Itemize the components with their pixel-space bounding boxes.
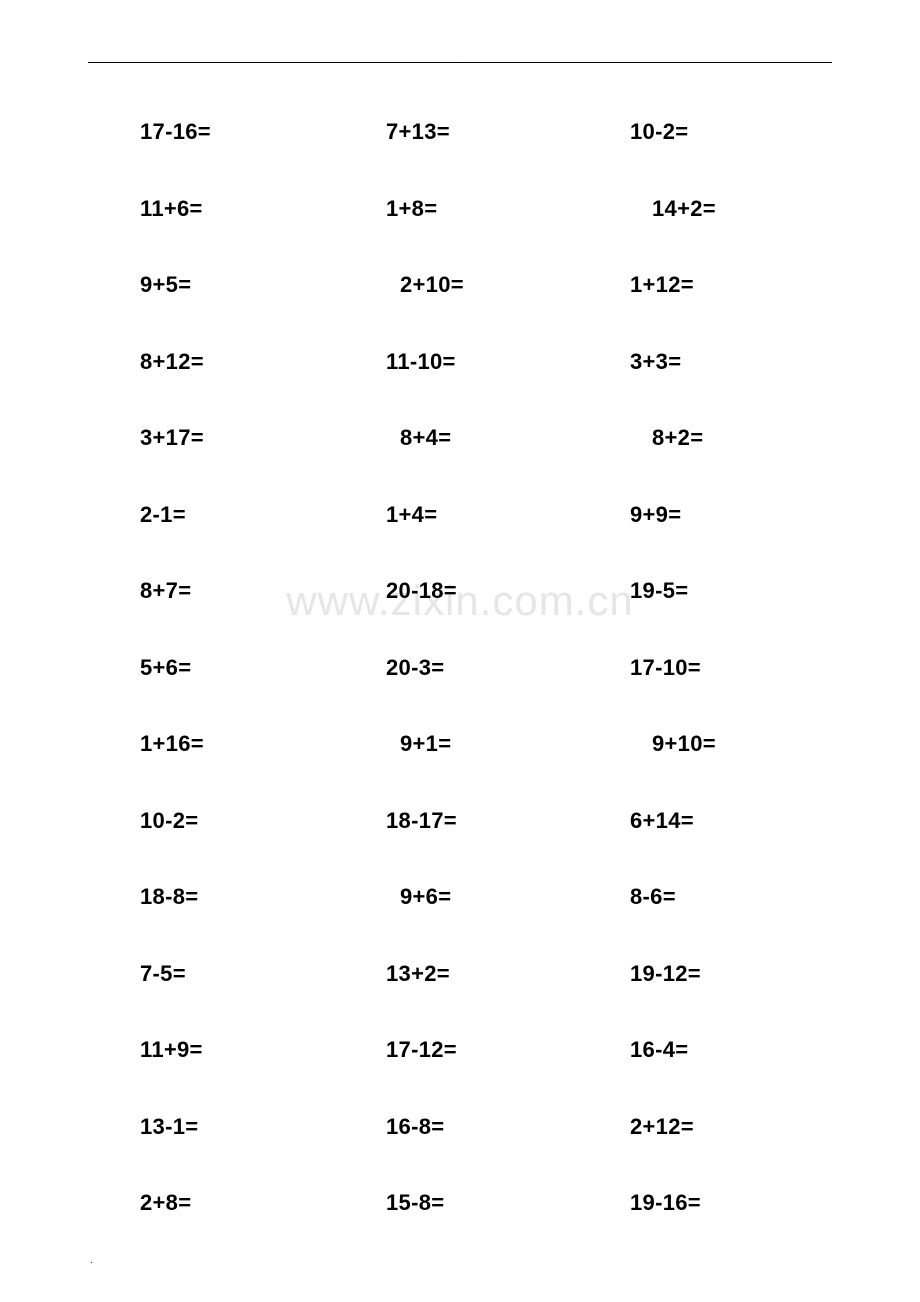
problem-row: 18-8=9+6=8-6= [140,859,805,936]
problem-cell: 9+5= [140,272,386,298]
problem-row: 8+7=20-18=19-5= [140,553,805,630]
problem-cell: 13-1= [140,1114,386,1140]
problem-cell: 8-6= [630,884,805,910]
problem-cell: 15-8= [386,1190,630,1216]
problem-cell: 11+9= [140,1037,386,1063]
problem-cell: 9+1= [386,731,630,757]
problem-cell: 3+3= [630,349,805,375]
problem-row: 17-16=7+13=10-2= [140,94,805,171]
problem-cell: 7-5= [140,961,386,987]
problem-cell: 1+8= [386,196,630,222]
problem-cell: 20-18= [386,578,630,604]
problem-cell: 16-4= [630,1037,805,1063]
problem-cell: 16-8= [386,1114,630,1140]
problem-row: 8+12=11-10=3+3= [140,324,805,401]
problem-cell: 5+6= [140,655,386,681]
problem-cell: 3+17= [140,425,386,451]
problem-cell: 2+12= [630,1114,805,1140]
problem-cell: 2+8= [140,1190,386,1216]
problem-cell: 1+4= [386,502,630,528]
problem-row: 11+6=1+8=14+2= [140,171,805,248]
problem-cell: 18-8= [140,884,386,910]
problem-row: 7-5=13+2=19-12= [140,936,805,1013]
problem-cell: 9+10= [630,731,805,757]
problem-cell: 1+16= [140,731,386,757]
header-marker: . [459,55,462,66]
problem-cell: 10-2= [140,808,386,834]
footer-marker: . [90,1255,93,1266]
problem-cell: 8+12= [140,349,386,375]
problem-row: 10-2=18-17=6+14= [140,783,805,860]
problem-cell: 19-5= [630,578,805,604]
problem-cell: 9+6= [386,884,630,910]
problem-cell: 7+13= [386,119,630,145]
problem-cell: 17-16= [140,119,386,145]
problem-cell: 8+4= [386,425,630,451]
problem-cell: 20-3= [386,655,630,681]
problem-cell: 6+14= [630,808,805,834]
problem-cell: 17-10= [630,655,805,681]
problem-cell: 10-2= [630,119,805,145]
problem-row: 5+6=20-3=17-10= [140,630,805,707]
problem-cell: 1+12= [630,272,805,298]
problem-cell: 2+10= [386,272,630,298]
problem-cell: 9+9= [630,502,805,528]
problem-row: 1+16=9+1=9+10= [140,706,805,783]
problem-row: 9+5=2+10=1+12= [140,247,805,324]
worksheet-page: . www.zixin.com.cn 17-16=7+13=10-2=11+6=… [0,0,920,1302]
problem-cell: 11+6= [140,196,386,222]
top-horizontal-rule [88,62,832,63]
problem-cell: 19-12= [630,961,805,987]
problem-cell: 13+2= [386,961,630,987]
problem-cell: 19-16= [630,1190,805,1216]
problem-cell: 18-17= [386,808,630,834]
problem-cell: 11-10= [386,349,630,375]
problem-cell: 14+2= [630,196,805,222]
problem-row: 3+17=8+4=8+2= [140,400,805,477]
problem-cell: 8+2= [630,425,805,451]
problem-cell: 2-1= [140,502,386,528]
problem-cell: 17-12= [386,1037,630,1063]
problem-row: 11+9=17-12=16-4= [140,1012,805,1089]
problem-row: 13-1=16-8=2+12= [140,1089,805,1166]
problem-row: 2-1=1+4=9+9= [140,477,805,554]
problem-row: 2+8=15-8=19-16= [140,1165,805,1242]
problem-cell: 8+7= [140,578,386,604]
problems-grid: 17-16=7+13=10-2=11+6=1+8=14+2=9+5=2+10=1… [140,94,805,1232]
